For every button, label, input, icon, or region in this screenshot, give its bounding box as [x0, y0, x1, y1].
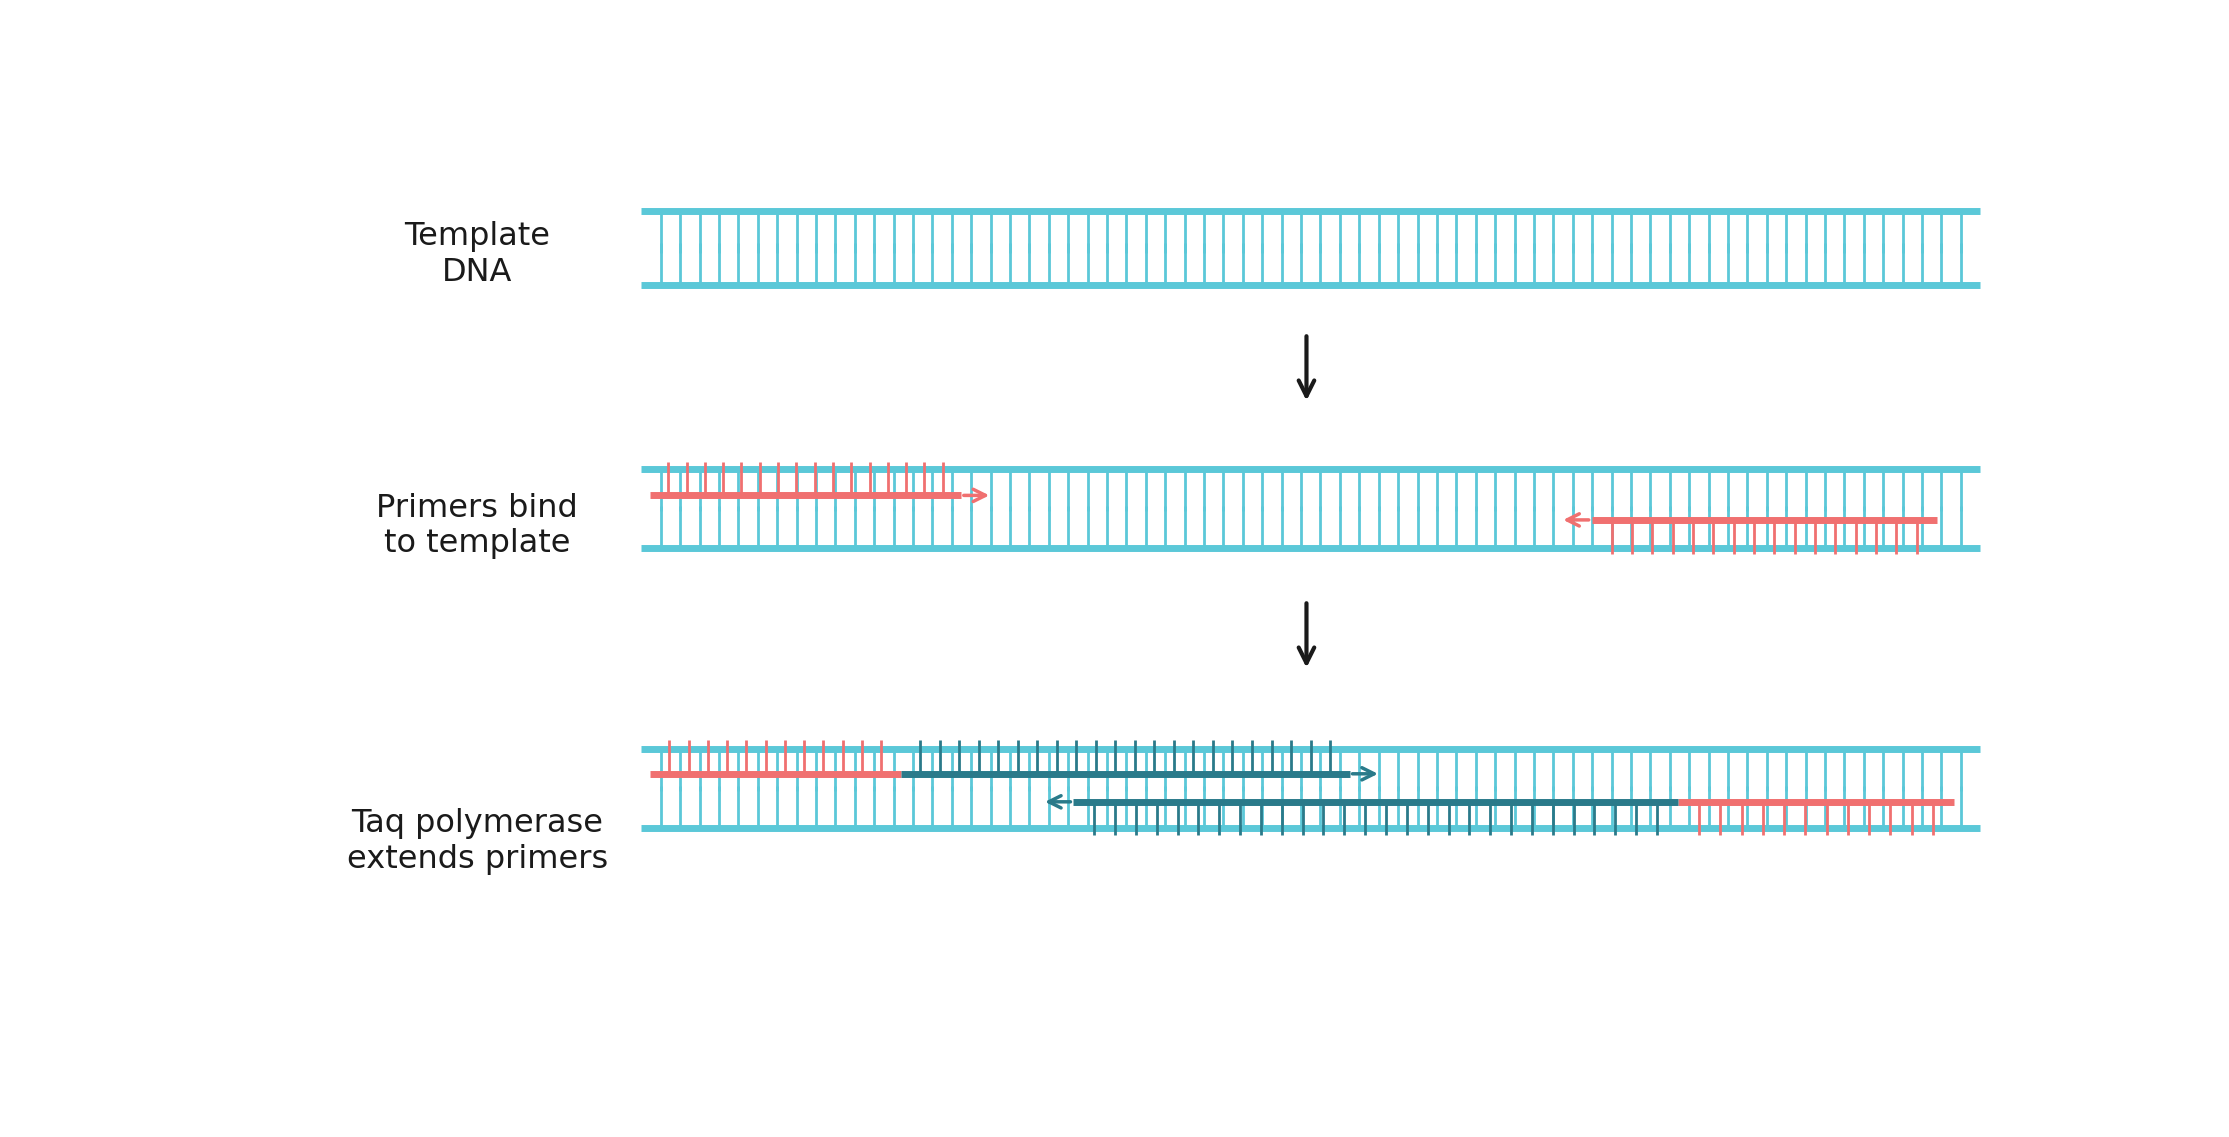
Text: Primers bind
to template: Primers bind to template: [377, 492, 577, 559]
Text: Taq polymerase
extends primers: Taq polymerase extends primers: [348, 807, 609, 874]
Text: Template
DNA: Template DNA: [403, 222, 551, 288]
